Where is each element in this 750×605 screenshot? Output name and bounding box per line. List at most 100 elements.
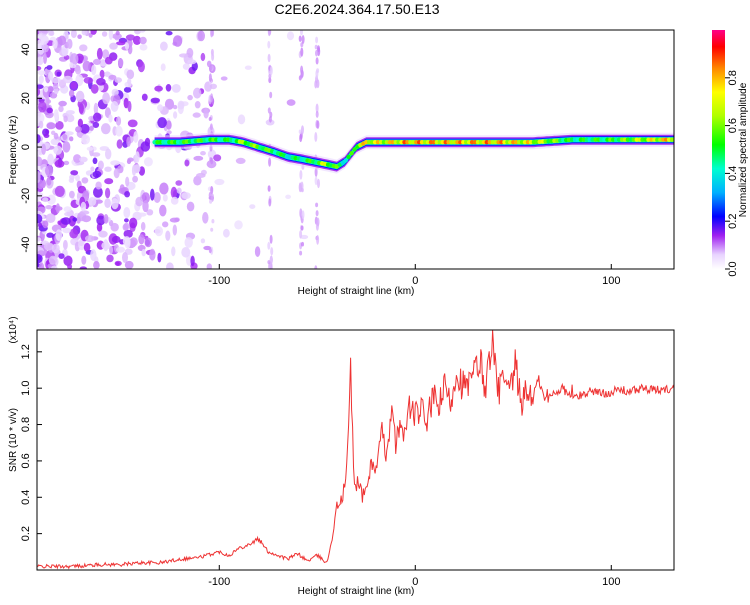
noise-blob: [133, 131, 139, 143]
noise-blob: [53, 109, 59, 120]
noise-blob: [162, 194, 168, 202]
spectrogram-y-ticks: -40 -20 0 20 40: [20, 43, 42, 253]
noise-blob: [220, 76, 228, 81]
noise-blob: [160, 41, 168, 51]
noise-blob: [111, 198, 119, 210]
noise-blob: [108, 30, 114, 40]
noise-blob: [93, 186, 103, 198]
y-tick-label: -20: [20, 188, 32, 204]
spectrogram-x-axis-title: Height of straight line (km): [298, 286, 415, 297]
noise-blob: [140, 141, 151, 152]
noise-blob: [96, 215, 106, 226]
noise-blob: [141, 248, 146, 257]
noise-blob: [300, 234, 309, 240]
noise-blob: [42, 220, 49, 229]
noise-blob: [249, 204, 256, 210]
x-tick-label: 0: [412, 576, 418, 588]
snr-frame: [36, 329, 675, 571]
noise-blob: [114, 34, 120, 41]
noise-blob: [157, 117, 167, 129]
ridge-point: [349, 151, 354, 156]
noise-blob: [101, 123, 111, 135]
noise-blob: [154, 226, 163, 237]
spectrogram-marks: [37, 30, 674, 269]
noise-blob: [165, 120, 172, 130]
noise-blob: [37, 56, 44, 66]
noise-blob: [70, 82, 77, 89]
noise-blob: [111, 88, 119, 97]
noise-blob: [138, 30, 146, 33]
noise-blob: [214, 178, 225, 186]
noise-blob: [115, 261, 120, 266]
streak-blob: [268, 73, 272, 79]
noise-blob: [206, 263, 212, 269]
noise-blob: [68, 89, 75, 98]
noise-blob: [170, 196, 179, 205]
noise-blob: [124, 218, 129, 223]
noise-blob: [91, 152, 101, 157]
noise-blob: [37, 65, 42, 71]
streak-blob: [211, 30, 215, 37]
streak-blob: [208, 73, 212, 82]
noise-blob: [94, 199, 103, 204]
noise-blob: [37, 84, 44, 89]
noise-blob: [92, 157, 98, 165]
noise-blob: [45, 213, 56, 223]
noise-blob: [126, 136, 131, 147]
streak-blob: [314, 80, 318, 89]
noise-blob: [79, 44, 88, 52]
streak-blob: [298, 75, 302, 81]
streak-blob: [269, 234, 273, 244]
streak-blob: [209, 157, 213, 162]
colorbar-tick-label: 0.2: [727, 214, 739, 229]
noise-blob: [170, 186, 178, 199]
noise-blob: [125, 176, 130, 187]
y-tick-label: 0.4: [20, 490, 32, 505]
noise-blob: [175, 180, 183, 186]
streak-blob: [300, 47, 304, 57]
noise-blob: [42, 197, 49, 203]
noise-blob: [38, 222, 43, 228]
noise-blob: [181, 247, 191, 258]
noise-blob: [286, 99, 296, 106]
noise-blob: [69, 174, 75, 180]
noise-blob: [79, 266, 87, 269]
noise-blob: [62, 141, 71, 153]
noise-blob: [75, 90, 85, 103]
noise-blob: [142, 200, 149, 213]
noise-blob: [46, 205, 52, 210]
noise-blob: [177, 100, 185, 110]
streak-blob: [269, 91, 273, 99]
streak-blob: [269, 262, 273, 269]
noise-blob: [55, 229, 63, 241]
noise-blob: [200, 238, 206, 244]
y-tick-label: 0.2: [20, 526, 32, 541]
noise-blob: [37, 171, 41, 183]
noise-blob: [154, 85, 163, 92]
noise-blob: [186, 201, 195, 212]
noise-blob: [254, 246, 261, 257]
noise-blob: [78, 103, 84, 115]
streak-blob: [267, 53, 271, 63]
noise-blob: [46, 176, 52, 186]
x-tick-label: 0: [412, 275, 418, 287]
noise-blob: [61, 217, 71, 225]
noise-blob: [98, 230, 108, 238]
noise-blob: [101, 31, 108, 37]
noise-blob: [139, 36, 147, 45]
noise-blob: [93, 112, 102, 122]
streak-blob: [299, 170, 303, 180]
noise-blob: [124, 42, 130, 50]
noise-blob: [234, 220, 243, 230]
noise-blob: [46, 107, 53, 114]
noise-blob: [109, 245, 113, 255]
noise-blob: [80, 123, 90, 134]
noise-blob: [50, 138, 60, 146]
streak-blob: [314, 132, 318, 142]
noise-blob: [144, 237, 152, 248]
noise-blob: [38, 101, 47, 113]
noise-blob: [70, 30, 77, 38]
noise-blob: [111, 235, 121, 244]
streak-blob: [314, 167, 318, 177]
noise-blob: [45, 95, 50, 107]
